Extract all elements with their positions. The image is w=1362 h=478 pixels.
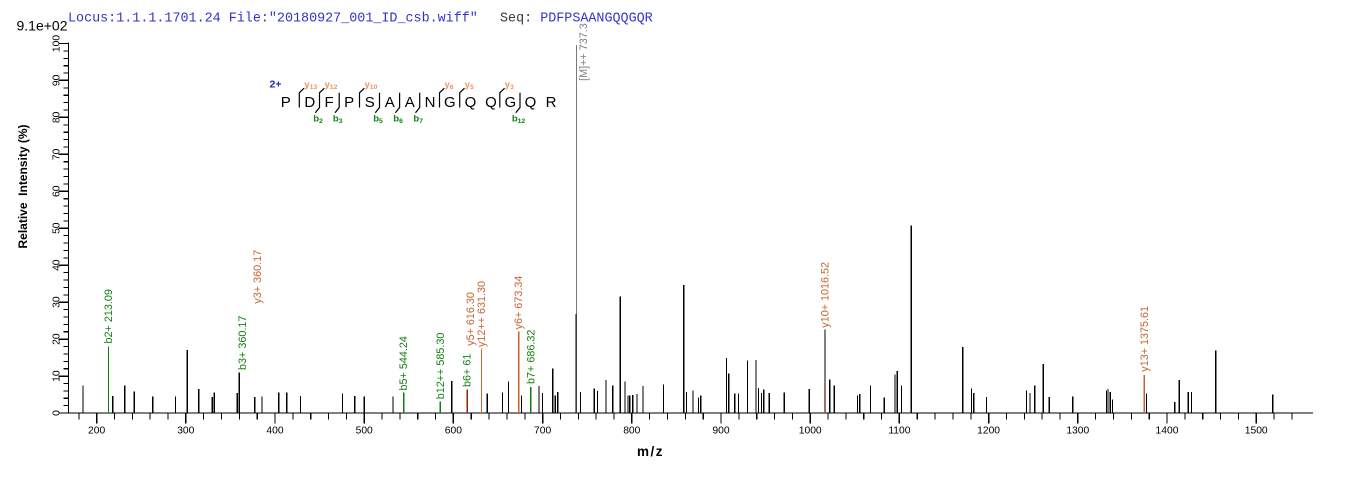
svg-text:b5+ 544.24: b5+ 544.24	[398, 336, 410, 390]
svg-text:100: 100	[52, 35, 63, 52]
svg-text:70: 70	[52, 148, 63, 160]
svg-text:S: S	[365, 94, 375, 111]
svg-text:b7+ 686.32: b7+ 686.32	[526, 330, 538, 384]
svg-text:D: D	[304, 94, 315, 111]
svg-text:1300: 1300	[1066, 426, 1089, 437]
svg-text:1400: 1400	[1156, 426, 1179, 437]
svg-text:Relative Intensity (%): Relative Intensity (%)	[16, 124, 30, 248]
svg-text:A: A	[405, 94, 415, 111]
svg-text:9.1e+02: 9.1e+02	[17, 18, 68, 34]
svg-text:b2+ 213.09: b2+ 213.09	[103, 289, 115, 343]
svg-text:G: G	[504, 94, 516, 111]
svg-text:Q: Q	[525, 94, 537, 111]
svg-text:y13: y13	[304, 79, 317, 91]
svg-text:P: P	[344, 94, 354, 111]
svg-text:b12++ 585.30: b12++ 585.30	[435, 333, 447, 400]
svg-text:P: P	[281, 94, 291, 111]
svg-text:300: 300	[177, 426, 194, 437]
svg-text:50: 50	[52, 222, 63, 234]
svg-text:30: 30	[52, 296, 63, 308]
svg-text:Q: Q	[465, 94, 477, 111]
svg-text:b7: b7	[413, 113, 423, 125]
svg-text:y10: y10	[365, 79, 378, 91]
svg-text:[M]++ 737.3: [M]++ 737.3	[578, 23, 590, 81]
svg-text:b5: b5	[373, 113, 383, 125]
svg-text:y13+ 1375.61: y13+ 1375.61	[1139, 306, 1151, 372]
svg-text:b6+ 61: b6+ 61	[462, 354, 474, 387]
svg-text:m/z: m/z	[637, 444, 664, 459]
svg-text:60: 60	[52, 185, 63, 197]
svg-text:F: F	[325, 94, 334, 111]
svg-text:900: 900	[712, 426, 729, 437]
svg-text:1100: 1100	[888, 426, 910, 437]
svg-text:Seq: PDFPSAANGQQGQR: Seq: PDFPSAANGQQGQR	[500, 11, 653, 26]
svg-text:10: 10	[52, 370, 63, 382]
svg-text:y10+ 1016.52: y10+ 1016.52	[820, 262, 832, 328]
svg-text:20: 20	[52, 333, 63, 345]
svg-text:40: 40	[52, 259, 63, 271]
svg-text:700: 700	[534, 426, 551, 437]
svg-text:Q: Q	[485, 94, 497, 111]
svg-text:N: N	[425, 94, 436, 111]
svg-text:90: 90	[52, 74, 63, 86]
svg-text:500: 500	[356, 426, 373, 437]
svg-text:800: 800	[623, 426, 640, 437]
svg-text:1000: 1000	[799, 426, 822, 437]
svg-text:Locus:1.1.1.1701.24 File:"2018: Locus:1.1.1.1701.24 File:"20180927_001_I…	[68, 11, 478, 26]
svg-text:0: 0	[52, 410, 63, 416]
svg-text:b12: b12	[512, 113, 526, 125]
svg-text:b2: b2	[313, 113, 323, 125]
svg-text:400: 400	[266, 426, 283, 437]
svg-text:80: 80	[52, 111, 63, 123]
svg-text:2+: 2+	[270, 79, 282, 91]
svg-text:200: 200	[88, 426, 105, 437]
svg-text:y5: y5	[465, 79, 474, 91]
svg-text:R: R	[546, 94, 557, 111]
svg-text:A: A	[385, 94, 395, 111]
svg-text:y6+ 673.34: y6+ 673.34	[513, 276, 525, 330]
svg-text:b3+ 360.17: b3+ 360.17	[237, 316, 249, 370]
svg-text:y3: y3	[505, 79, 514, 91]
svg-text:1500: 1500	[1245, 426, 1268, 437]
svg-text:600: 600	[445, 426, 462, 437]
svg-text:1200: 1200	[977, 426, 1000, 437]
svg-text:G: G	[444, 94, 456, 111]
svg-text:b3: b3	[333, 113, 343, 125]
svg-text:y12++ 631.30: y12++ 631.30	[476, 281, 488, 347]
svg-text:y3+ 360.17: y3+ 360.17	[252, 250, 264, 304]
svg-text:b6: b6	[393, 113, 403, 125]
svg-text:y6: y6	[445, 79, 454, 91]
svg-text:y5+ 616.30: y5+ 616.30	[465, 292, 477, 346]
svg-text:y12: y12	[325, 79, 338, 91]
